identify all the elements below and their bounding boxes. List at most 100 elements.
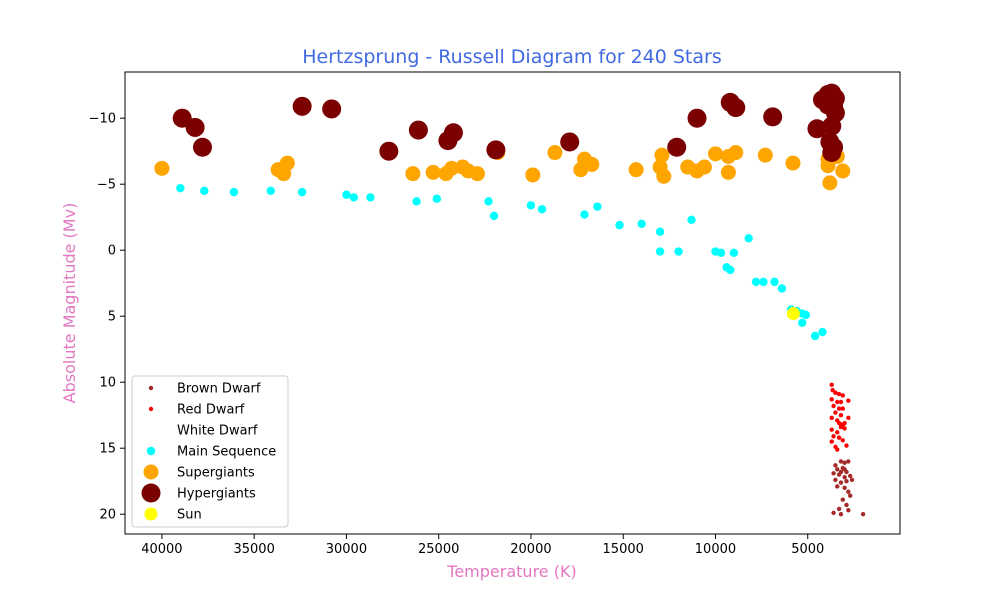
data-point [655,227,665,236]
data-point [469,166,485,182]
legend-entry: Red Dwarf [148,403,245,418]
data-point [759,277,768,287]
data-point [846,489,851,494]
legend-marker [148,406,154,412]
x-tick-label: 35000 [233,542,274,557]
data-point [831,403,836,409]
data-point [654,147,670,163]
data-point [822,116,842,136]
data-point [840,438,845,443]
legend-entry: Hypergiants [141,483,256,503]
data-point [185,117,205,137]
data-point [200,186,209,195]
data-point [836,506,842,512]
data-point [547,145,563,161]
data-point [342,190,351,199]
data-point [425,164,441,180]
legend: Brown Dwarf Red Dwarf White Dwarf Main Sequ… [131,375,289,528]
legend-label: White Dwarf [177,424,258,439]
data-point [829,427,834,432]
data-point [842,485,847,490]
data-point [807,119,827,139]
data-point [844,443,849,448]
data-point [560,132,580,152]
data-point [379,141,399,161]
series-main-sequence [176,183,827,341]
data-point [720,164,736,180]
data-point [537,205,547,214]
data-point [687,108,707,128]
series-red-dwarf [829,382,851,452]
data-point [842,475,847,480]
legend-entry: Brown Dwarf [148,382,261,397]
data-point [176,183,185,193]
legend-marker [146,446,156,456]
y-tick-label: 5 [108,310,116,325]
data-point [526,201,536,210]
y-tick-label: 15 [99,442,116,457]
y-axis-label: Absolute Magnitude (Mv) [60,203,79,404]
data-point [770,277,779,287]
data-point [674,247,683,256]
data-point [667,137,687,157]
data-point [835,467,840,472]
legend-label: Hypergiants [177,487,256,502]
data-point [840,497,845,502]
x-tick-label: 40000 [141,542,182,557]
data-point [707,146,723,162]
data-point [831,510,836,516]
data-point [637,219,646,228]
data-point [412,197,421,206]
data-point [822,175,838,191]
legend-marker [148,427,154,433]
data-point [836,435,842,440]
legend-marker [144,507,158,521]
data-point [405,166,421,182]
legend-marker [141,483,161,503]
data-point [729,248,739,258]
data-point [593,202,602,211]
data-point [838,469,844,475]
data-point [842,460,847,465]
data-point [744,234,753,243]
data-point [840,406,845,411]
x-tick-label: 20000 [510,542,551,557]
data-point [831,434,836,439]
data-point [835,447,840,452]
y-axis-ticks: −10 −5 0 5 10 15 20 [89,112,125,523]
data-point [829,382,834,388]
data-point [842,426,847,431]
data-point [838,413,844,418]
data-point [833,463,838,468]
legend-label: Sun [177,508,202,523]
legend-entry: Supergiants [143,464,255,481]
data-point [628,162,644,178]
data-point [444,160,460,176]
x-tick-label: 25000 [418,542,459,557]
data-point [838,459,844,464]
data-point [726,265,735,275]
plot-area [124,71,901,535]
data-point [408,120,428,140]
data-point [716,248,726,258]
data-point [486,140,506,160]
data-point [846,459,851,464]
data-point [757,147,773,163]
data-point [366,193,375,202]
data-point [835,163,851,179]
data-point [842,467,847,472]
y-tick-label: 10 [99,376,116,391]
data-point [838,512,844,517]
data-point [349,193,359,202]
x-axis-ticks: 40000 35000 30000 25000 20000 15000 10000 5000 [141,534,824,557]
data-point [484,197,493,206]
data-point [849,477,855,483]
data-point [726,98,746,118]
data-point [786,307,800,321]
legend-frame [131,375,289,528]
legend-entry: Main Sequence [146,445,276,460]
series-brown-dwarf [831,459,866,517]
data-point [696,159,712,175]
data-point [687,215,696,225]
data-point [763,107,783,127]
